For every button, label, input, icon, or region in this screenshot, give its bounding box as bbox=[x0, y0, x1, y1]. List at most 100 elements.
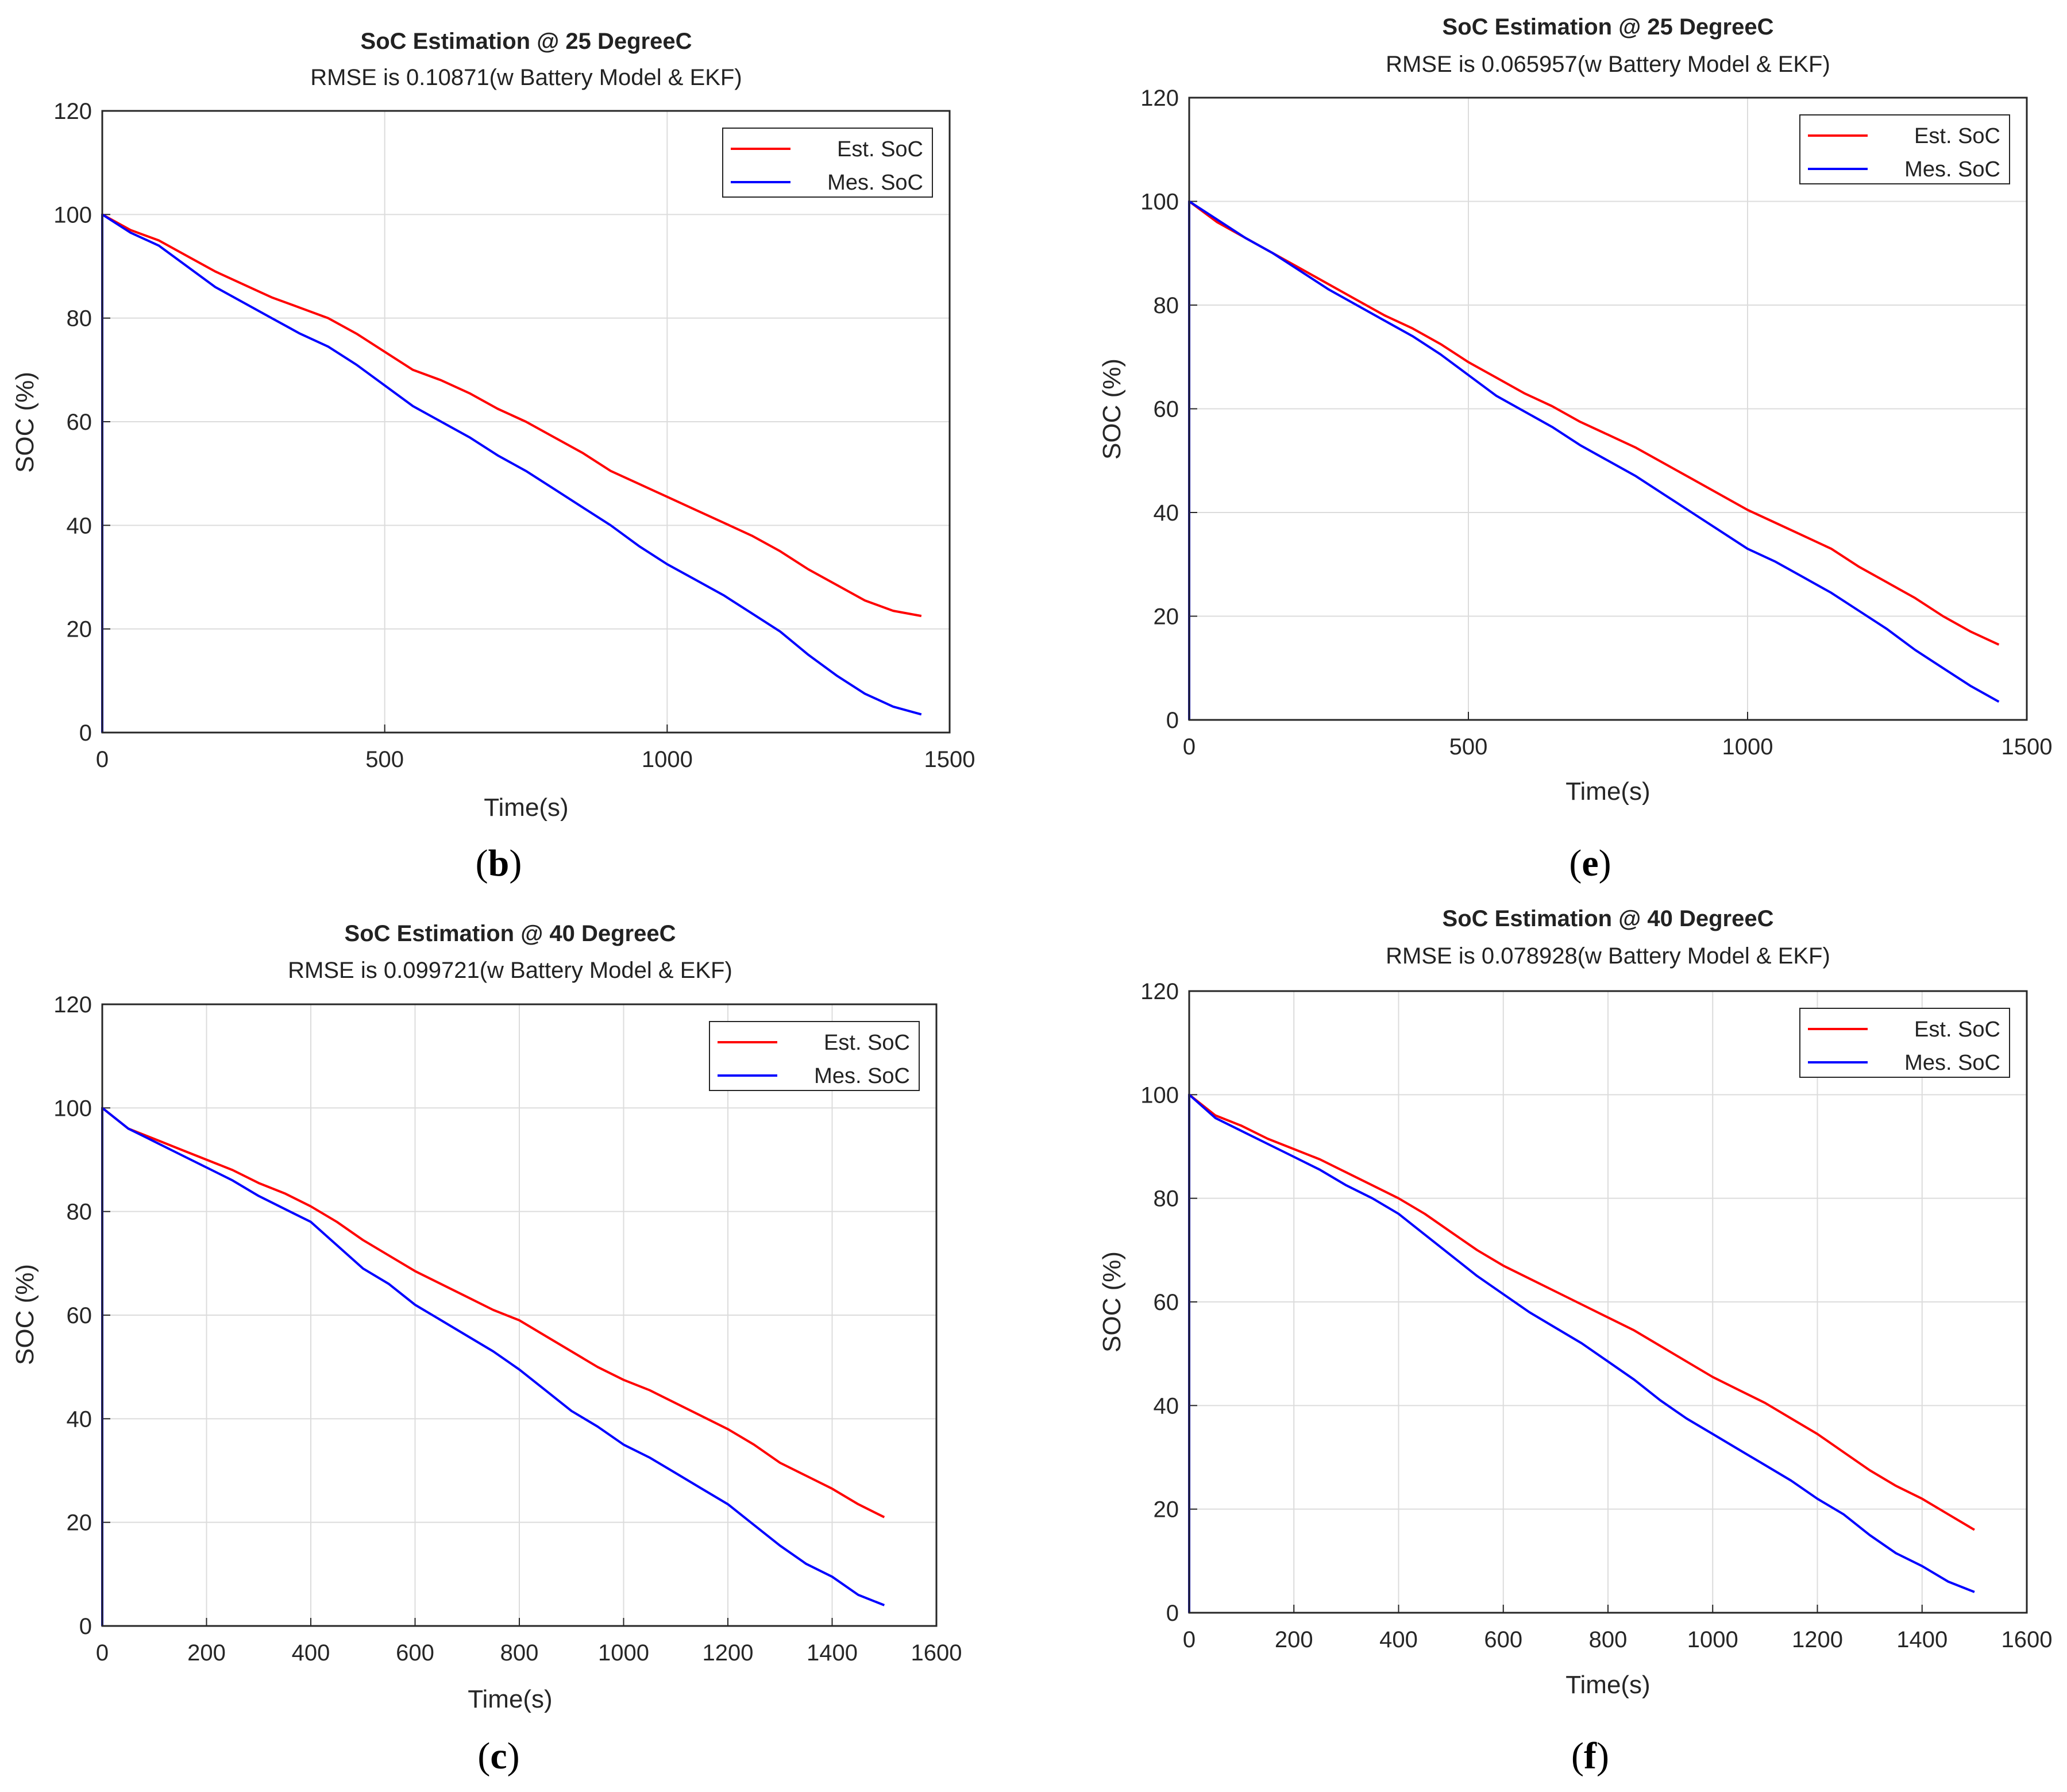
panel-caption: (e) bbox=[1569, 842, 1611, 884]
y-tick-label: 40 bbox=[67, 513, 92, 538]
x-tick-label: 800 bbox=[500, 1640, 539, 1666]
x-tick-label: 0 bbox=[96, 1640, 109, 1666]
x-tick-label: 1400 bbox=[1896, 1627, 1948, 1652]
series-line-est-soc bbox=[1188, 200, 2000, 720]
series-line-est-soc bbox=[101, 213, 922, 733]
axes-frame bbox=[101, 110, 951, 734]
y-tick-label: 80 bbox=[1154, 1186, 1179, 1212]
legend-label: Est. SoC bbox=[1914, 124, 2000, 148]
y-tick-label: 60 bbox=[67, 1303, 92, 1328]
legend: Est. SoC Mes. SoC bbox=[1799, 1008, 2010, 1078]
x-axis-label: Time(s) bbox=[484, 793, 568, 822]
legend-label: Est. SoC bbox=[824, 1031, 910, 1055]
legend-label: Mes. SoC bbox=[1904, 1051, 2000, 1075]
x-axis-label: Time(s) bbox=[1565, 777, 1650, 806]
chart-subtitle: RMSE is 0.099721(w Battery Model & EKF) bbox=[288, 958, 732, 983]
y-tick-label: 120 bbox=[1140, 979, 1179, 1004]
series-line-est-soc bbox=[101, 1107, 885, 1626]
y-tick-label: 100 bbox=[1140, 190, 1179, 215]
chart-title: SoC Estimation @ 25 DegreeC bbox=[1443, 14, 1774, 40]
chart-title: SoC Estimation @ 40 DegreeC bbox=[345, 921, 676, 946]
y-tick-label: 100 bbox=[53, 1096, 92, 1121]
panel-caption: (f) bbox=[1571, 1735, 1609, 1777]
panel-c: SoC Estimation @ 40 DegreeC RMSE is 0.09… bbox=[11, 921, 962, 1777]
x-tick-label: 200 bbox=[187, 1640, 226, 1666]
y-tick-label: 120 bbox=[1140, 86, 1179, 111]
series-line-mes-soc bbox=[101, 213, 922, 733]
x-tick-label: 200 bbox=[1275, 1627, 1313, 1652]
y-tick-label: 0 bbox=[1166, 708, 1179, 733]
legend-label: Mes. SoC bbox=[814, 1064, 910, 1088]
y-tick-label: 100 bbox=[53, 202, 92, 228]
y-axis-label: SOC (%) bbox=[1098, 1251, 1126, 1352]
plot-area: 0 200 400 600 800 1000 1200 1400 1600 0 20 40 60 80 10… bbox=[53, 992, 962, 1666]
x-tick-label: 0 bbox=[96, 747, 109, 772]
y-tick-label: 40 bbox=[67, 1406, 92, 1432]
x-tick-label: 1000 bbox=[1687, 1627, 1738, 1652]
x-tick-label: 1000 bbox=[598, 1640, 649, 1666]
legend-box bbox=[1799, 114, 2010, 184]
legend-box bbox=[1799, 1008, 2010, 1078]
legend-box bbox=[709, 1021, 920, 1091]
panel-caption: (b) bbox=[476, 842, 522, 884]
chart-subtitle: RMSE is 0.10871(w Battery Model & EKF) bbox=[310, 65, 742, 90]
x-tick-label: 1600 bbox=[911, 1640, 962, 1666]
axes-frame bbox=[1188, 990, 2028, 1614]
y-axis-label: SOC (%) bbox=[11, 372, 39, 473]
series-line-mes-soc bbox=[1188, 200, 2000, 720]
y-tick-label: 20 bbox=[67, 617, 92, 642]
y-tick-label: 60 bbox=[1154, 397, 1179, 422]
y-tick-label: 80 bbox=[67, 1200, 92, 1225]
y-tick-label: 40 bbox=[1154, 500, 1179, 526]
y-tick-label: 20 bbox=[1154, 1497, 1179, 1523]
x-tick-label: 500 bbox=[365, 747, 404, 772]
x-tick-label: 600 bbox=[1484, 1627, 1522, 1652]
x-tick-label: 1200 bbox=[703, 1640, 754, 1666]
y-axis-label: SOC (%) bbox=[1098, 359, 1126, 460]
panel-caption-letter: b bbox=[488, 842, 510, 884]
series-line-mes-soc bbox=[1188, 1093, 1975, 1613]
legend: Est. SoC Mes. SoC bbox=[722, 128, 933, 198]
panel-b: SoC Estimation @ 25 DegreeC RMSE is 0.10… bbox=[11, 29, 975, 884]
y-tick-label: 60 bbox=[1154, 1290, 1179, 1315]
x-axis-label: Time(s) bbox=[1565, 1671, 1650, 1699]
y-tick-label: 20 bbox=[1154, 604, 1179, 630]
x-tick-label: 1400 bbox=[807, 1640, 858, 1666]
panel-caption-letter: e bbox=[1582, 842, 1598, 884]
x-tick-label: 600 bbox=[396, 1640, 434, 1666]
legend: Est. SoC Mes. SoC bbox=[709, 1021, 920, 1091]
series-line-est-soc bbox=[1188, 1093, 1975, 1613]
y-tick-label: 40 bbox=[1154, 1393, 1179, 1419]
legend: Est. SoC Mes. SoC bbox=[1799, 114, 2010, 184]
panel-f: SoC Estimation @ 40 DegreeC RMSE is 0.07… bbox=[1098, 906, 2052, 1777]
chart-subtitle: RMSE is 0.078928(w Battery Model & EKF) bbox=[1386, 943, 1830, 969]
x-tick-label: 400 bbox=[292, 1640, 330, 1666]
x-tick-label: 1500 bbox=[924, 747, 975, 772]
y-tick-label: 80 bbox=[67, 306, 92, 332]
legend-label: Est. SoC bbox=[837, 137, 923, 161]
x-tick-label: 1600 bbox=[2002, 1627, 2053, 1652]
y-tick-label: 80 bbox=[1154, 293, 1179, 318]
y-tick-label: 120 bbox=[53, 992, 92, 1018]
legend-label: Est. SoC bbox=[1914, 1018, 2000, 1042]
chart-title: SoC Estimation @ 40 DegreeC bbox=[1443, 906, 1774, 931]
series-line-mes-soc bbox=[101, 1107, 885, 1626]
x-tick-label: 1000 bbox=[642, 747, 693, 772]
plot-area: 0 200 400 600 800 1000 1200 1400 1600 0 20 40 60 80 10… bbox=[1140, 979, 2052, 1652]
legend-box bbox=[722, 128, 933, 198]
y-tick-label: 120 bbox=[53, 99, 92, 124]
x-tick-label: 1000 bbox=[1722, 734, 1773, 760]
panel-caption-letter: c bbox=[490, 1735, 507, 1777]
plot-area: 0 500 1000 1500 0 20 40 60 80 100 120 Est. SoC Mes. … bbox=[53, 99, 975, 772]
axes-frame bbox=[1188, 97, 2028, 721]
panel-caption-letter: f bbox=[1584, 1735, 1597, 1777]
x-tick-label: 800 bbox=[1589, 1627, 1628, 1652]
x-tick-label: 1500 bbox=[2002, 734, 2053, 760]
x-tick-label: 500 bbox=[1449, 734, 1488, 760]
chart-title: SoC Estimation @ 25 DegreeC bbox=[361, 29, 692, 54]
legend-label: Mes. SoC bbox=[1904, 157, 2000, 182]
y-tick-label: 60 bbox=[67, 410, 92, 435]
y-tick-label: 100 bbox=[1140, 1082, 1179, 1108]
chart-subtitle: RMSE is 0.065957(w Battery Model & EKF) bbox=[1386, 52, 1830, 77]
